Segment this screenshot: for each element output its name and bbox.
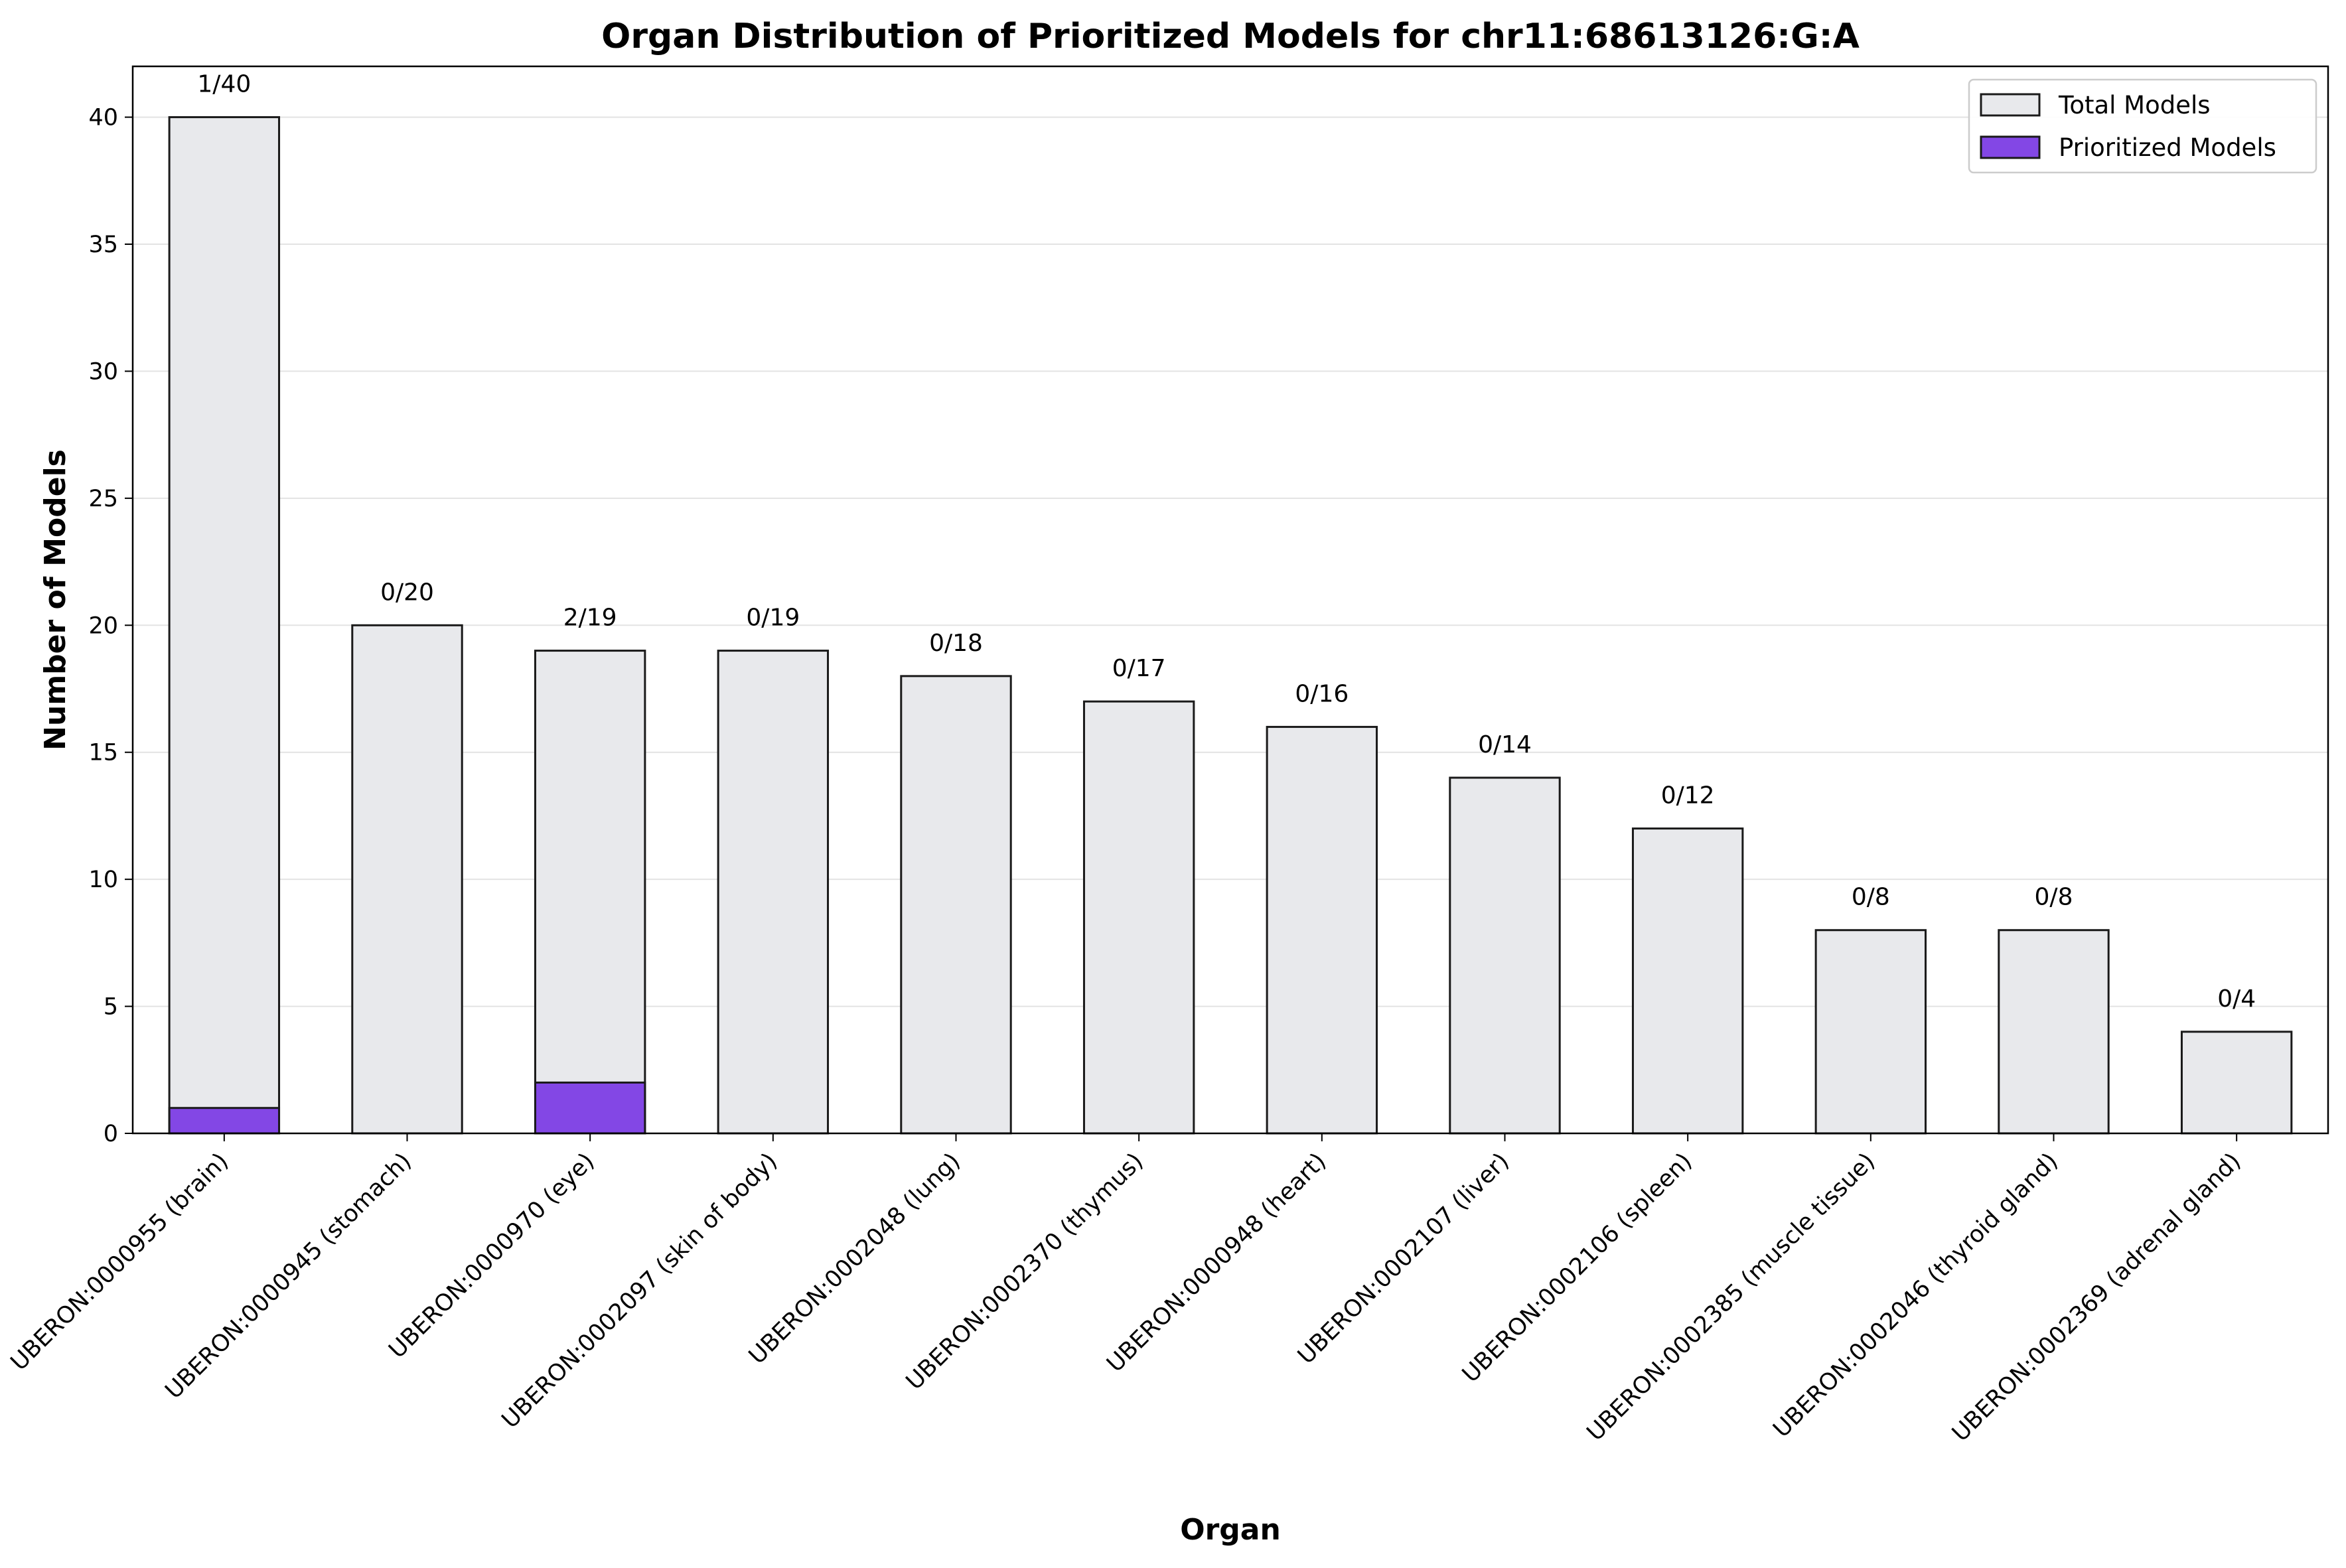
bar-data-label: 0/8 — [2035, 884, 2073, 911]
y-tick-label: 0 — [104, 1121, 118, 1147]
bar-data-label: 2/19 — [563, 605, 617, 632]
bar-total-models — [168, 116, 281, 1135]
bar-data-label: 0/8 — [1852, 884, 1890, 911]
y-tick-label: 10 — [88, 867, 118, 893]
x-axis-title: Organ — [1180, 1513, 1281, 1547]
bar-data-label: 0/19 — [746, 605, 800, 632]
bar-total-models — [1266, 725, 1378, 1135]
bar-data-label: 1/40 — [197, 71, 251, 98]
bar-total-models — [717, 650, 830, 1135]
bar-data-label: 0/12 — [1661, 782, 1715, 810]
bar-data-label: 0/4 — [2217, 985, 2256, 1013]
y-tick-label: 25 — [88, 486, 118, 512]
bar-data-label: 0/17 — [1112, 655, 1166, 682]
plot-frame — [131, 65, 2329, 1135]
y-tick-label: 5 — [104, 994, 118, 1021]
bar-data-label: 0/20 — [380, 579, 434, 606]
legend-swatch — [1980, 93, 2041, 117]
y-tick-label: 15 — [88, 740, 118, 766]
bar-prioritized-models — [534, 1081, 646, 1135]
bar-total-models — [1998, 929, 2110, 1135]
bar-data-label: 0/18 — [929, 630, 983, 657]
bar-total-models — [1449, 776, 1561, 1135]
bar-total-models — [1082, 700, 1195, 1135]
y-axis-title: Number of Models — [38, 449, 72, 750]
y-tick-label: 35 — [88, 232, 118, 258]
y-tick-label: 40 — [88, 105, 118, 131]
bar-prioritized-models — [168, 1107, 281, 1135]
legend-label: Prioritized Models — [2059, 133, 2276, 162]
y-tick-label: 30 — [88, 358, 118, 385]
legend-box — [1968, 78, 2317, 174]
y-axis: 0 5 10 15 20 25 30 35 40 — [88, 105, 133, 1147]
chart-title: Organ Distribution of Prioritized Models… — [601, 17, 1860, 56]
bars-layer — [168, 116, 2293, 1135]
y-tick-label: 20 — [88, 612, 118, 639]
bar-total-models — [2180, 1031, 2293, 1135]
bar-total-models — [534, 650, 646, 1135]
bar-data-label: 0/14 — [1478, 731, 1532, 758]
legend-label: Total Models — [2058, 91, 2211, 119]
bar-total-models — [1814, 929, 1927, 1135]
legend-swatch — [1980, 135, 2041, 159]
bar-total-models — [900, 675, 1012, 1135]
bar-total-models — [351, 624, 463, 1135]
legend: Total Models Prioritized Models — [1968, 78, 2317, 174]
bar-total-models — [1631, 827, 1744, 1135]
bar-data-label: 0/16 — [1295, 680, 1349, 707]
bar-labels-layer: 1/40 0/20 2/19 0/19 0/18 0/17 0/16 0/14 0/12 0/8 0… — [197, 71, 2256, 1013]
